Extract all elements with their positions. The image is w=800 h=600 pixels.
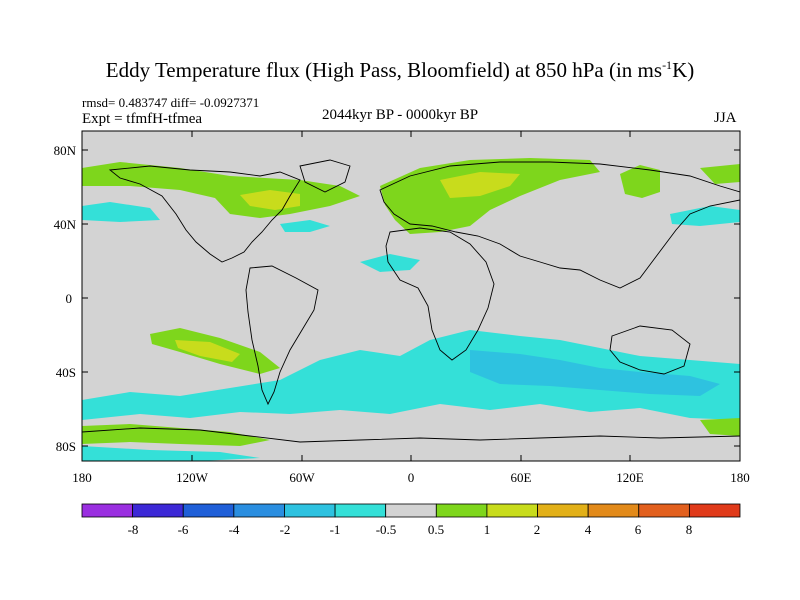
- colorbar: -8 -6 -4 -2 -1 -0.5 0.5 1 2 4 6 8: [81, 503, 741, 537]
- title-main: Eddy Temperature flux (High Pass, Bloomf…: [105, 58, 663, 82]
- map-plot-area: [81, 130, 741, 462]
- colorbar-swatches: [81, 503, 741, 518]
- field-southern-lightblue: [470, 350, 720, 396]
- lon-tick-0: 0: [408, 131, 415, 485]
- lat-label-40n: 40N: [54, 217, 77, 232]
- period-text: 2044kyr BP - 0000kyr BP: [322, 107, 479, 123]
- lon-label-120w: 120W: [176, 470, 209, 485]
- lat-label-40s: 40S: [56, 365, 76, 380]
- colorbar-label-10: 6: [635, 522, 642, 537]
- lat-tick-0: 0: [66, 291, 740, 306]
- colorbar-label-8: 2: [534, 522, 541, 537]
- experiment-text: Expt = tfmfH-tfmea: [82, 111, 203, 127]
- lat-tick-40s: 40S: [56, 365, 740, 380]
- field-npac-cyan: [670, 206, 740, 226]
- lon-label-180e: 180: [730, 470, 750, 485]
- lon-label-60w: 60W: [289, 470, 315, 485]
- field-eurasia-green: [380, 158, 600, 234]
- colorbar-label-9: 4: [585, 522, 592, 537]
- lon-label-180w: 180: [72, 470, 92, 485]
- colorbar-labels: -8 -6 -4 -2 -1 -0.5 0.5 1 2 4 6 8: [128, 522, 693, 537]
- field-pacific-cyan: [82, 202, 160, 222]
- field-southern-cyan: [82, 330, 740, 420]
- field-antarctic-cyan: [82, 446, 260, 461]
- lat-label-80n: 80N: [54, 143, 77, 158]
- longitude-axis: 180 120W 60W 0 60E 120E 180: [72, 131, 750, 485]
- colorbar-swatch-3: [233, 503, 285, 518]
- colorbar-label-5: -0.5: [376, 522, 397, 537]
- colorbar-swatch-6: [385, 503, 437, 518]
- field-atlantic-cyan: [280, 220, 330, 232]
- lat-label-80s: 80S: [56, 439, 76, 454]
- title-suffix: K): [672, 58, 695, 82]
- lon-label-60e: 60E: [511, 470, 532, 485]
- field-asia-green: [620, 165, 660, 198]
- colorbar-label-0: -8: [128, 522, 139, 537]
- lon-tick-180e: 180: [730, 455, 750, 485]
- coast-africa: [385, 227, 495, 361]
- lat-label-0: 0: [66, 291, 73, 306]
- lat-tick-80s: 80S: [56, 439, 740, 454]
- field-eurasia-yellow: [440, 172, 520, 198]
- coast-south-america: [245, 265, 319, 406]
- lon-tick-60e: 60E: [511, 131, 532, 485]
- colorbar-swatch-12: [688, 503, 741, 518]
- coast-north-america: [108, 165, 301, 263]
- colorbar-label-3: -2: [280, 522, 291, 537]
- field-subtrop-cyan: [360, 254, 420, 272]
- coastlines: [82, 159, 740, 443]
- lon-tick-180w: 180: [72, 455, 92, 485]
- field-spac-yellow: [175, 340, 240, 362]
- colorbar-swatch-0: [81, 503, 134, 518]
- colorbar-swatch-4: [284, 503, 336, 518]
- colorbar-label-2: -4: [229, 522, 240, 537]
- title-superscript: -1: [662, 58, 673, 72]
- season-text: JJA: [714, 110, 737, 126]
- colorbar-swatch-7: [435, 503, 488, 518]
- colorbar-swatch-5: [334, 503, 387, 518]
- anomaly-fields: [82, 158, 740, 461]
- lon-label-120e: 120E: [616, 470, 644, 485]
- coast-greenland: [299, 159, 351, 193]
- coast-australia: [609, 325, 691, 375]
- coast-eurasia: [379, 161, 740, 289]
- coast-antarctica: [82, 427, 740, 443]
- colorbar-label-4: -1: [330, 522, 341, 537]
- colorbar-swatch-11: [638, 503, 690, 518]
- colorbar-label-7: 1: [484, 522, 491, 537]
- plot-title: Eddy Temperature flux (High Pass, Bloomf…: [0, 58, 800, 83]
- colorbar-swatch-2: [182, 503, 235, 518]
- colorbar-label-11: 8: [686, 522, 693, 537]
- lat-tick-40n: 40N: [54, 217, 740, 232]
- lat-tick-80n: 80N: [54, 143, 740, 158]
- lon-tick-60w: 60W: [289, 131, 315, 485]
- field-east-antarctic-green: [700, 418, 740, 436]
- colorbar-swatch-9: [537, 503, 589, 518]
- lon-label-0: 0: [408, 470, 415, 485]
- lon-tick-120w: 120W: [176, 131, 209, 485]
- latitude-axis: 80N 40N 0 40S 80S: [54, 143, 740, 454]
- rmsd-text: rmsd= 0.483747 diff= -0.0927371: [82, 95, 260, 110]
- colorbar-swatch-8: [486, 503, 538, 518]
- colorbar-label-6: 0.5: [428, 522, 444, 537]
- lon-tick-120e: 120E: [616, 131, 644, 485]
- colorbar-swatch-10: [587, 503, 640, 518]
- colorbar-label-1: -6: [178, 522, 189, 537]
- field-antarctic-green: [82, 424, 270, 446]
- colorbar-swatch-1: [132, 503, 184, 518]
- field-arctic-green: [700, 164, 740, 184]
